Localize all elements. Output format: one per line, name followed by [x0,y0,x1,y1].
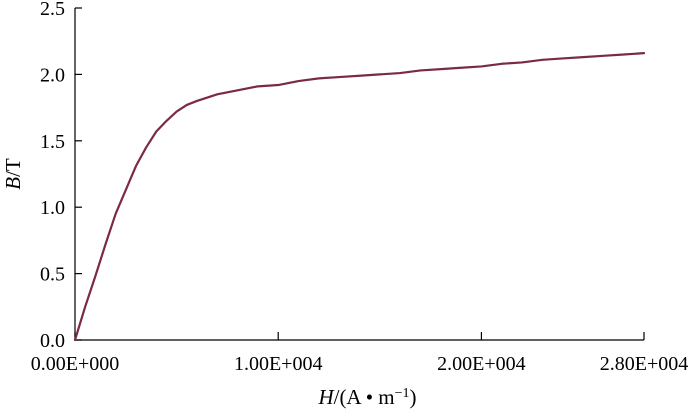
series-line [73,52,646,342]
series-layer [73,52,646,342]
y-tick-label: 1.0 [40,197,65,219]
y-tick-label: 0.0 [40,330,65,352]
axes [74,8,644,341]
x-tick-label: 2.80E+004 [600,353,689,375]
x-ticks: 0.00E+000 1.00E+004 2.00E+004 2.80E+004 [31,332,689,375]
x-axis-title: H/(A • m−1) [317,385,416,409]
x-axis-title-exponent: −1 [395,386,410,401]
x-tick-label: 0.00E+000 [31,353,120,375]
y-tick-label: 2.5 [40,0,65,20]
x-tick-label: 1.00E+004 [234,353,323,375]
x-axis-title-variable: H [317,385,335,409]
y-axis-title-variable: B [1,177,25,190]
x-axis-title-close: ) [410,385,417,409]
y-axis-title: B/T [1,158,25,190]
y-axis-title-unit: /T [1,158,25,177]
y-tick-label: 0.5 [40,264,65,286]
y-tick-label: 1.5 [40,131,65,153]
y-tick-label: 2.0 [40,64,65,86]
x-tick-label: 2.00E+004 [437,353,526,375]
y-ticks: 0.0 0.5 1.0 1.5 2.0 2.5 [40,0,82,352]
x-axis-title-unit: /(A • m [334,385,395,409]
